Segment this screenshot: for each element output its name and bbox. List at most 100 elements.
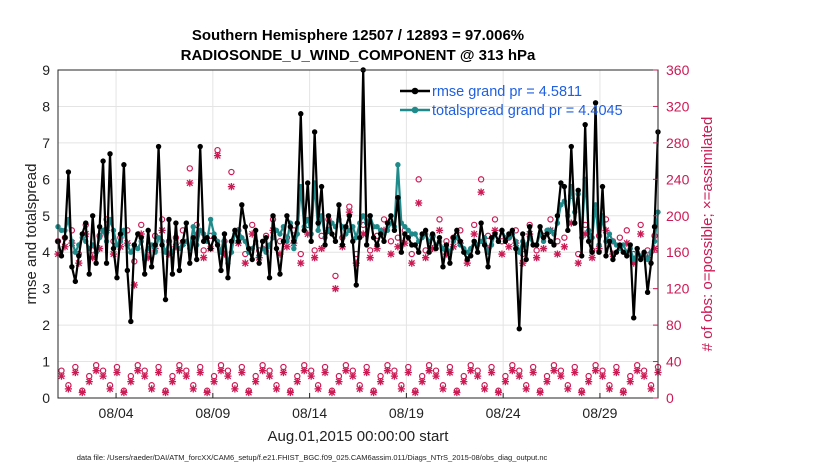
rmse-point [481,242,488,248]
obs-assimilated-point [637,230,645,238]
chart-subtitle: RADIOSONDE_U_WIND_COMPONENT @ 313 hPa [181,47,536,64]
obs-assimilated-point [376,378,385,386]
obs-possible-point [297,250,304,258]
obs-assimilated-point [120,388,128,397]
obs-assimilated-point [99,372,107,380]
rmse-point [207,245,214,252]
obs-assimilated-point [297,259,305,267]
obs-assimilated-point [127,378,135,386]
rmse-point [266,275,273,281]
rmse-point [402,231,408,237]
legend-spread-label: totalspread grand pr = 4.4045 [432,103,623,119]
rmse-point [395,194,401,201]
rmse-point [252,227,259,234]
rmse-point [162,296,169,303]
rmse-point [582,121,588,128]
y-right-tick-label: 80 [666,317,682,333]
plot-frame [57,69,659,399]
rmse-point [197,143,203,150]
rmse-point [142,271,148,277]
obs-assimilated-point [96,244,104,253]
obs-assimilated-point [435,226,444,234]
rmse-point [620,249,627,255]
obs-assimilated-point [175,367,183,375]
obs-assimilated-point [539,244,548,253]
obs-assimilated-point [359,230,367,238]
rmse-point [194,256,200,263]
rmse-point [377,231,384,237]
rmse-point [457,238,464,244]
rmse-point [488,234,495,241]
rmse-point [454,227,460,234]
obs-assimilated-point [92,367,100,375]
rmse-point [651,224,658,230]
rmse-point [225,275,231,281]
obs-possible-point [623,227,630,234]
rmse-point [561,183,568,190]
rmse-point [239,202,245,208]
obs-assimilated-point [529,368,537,377]
rmse-point [374,242,380,248]
x-tick-label: 08/09 [195,405,230,421]
rmse-point [422,227,429,234]
obs-assimilated-point [182,372,190,380]
spread-point [405,227,411,234]
obs-assimilated-point [89,254,97,262]
rmse-point [357,234,363,241]
obs-assimilated-point [238,368,246,377]
obs-assimilated-point [442,250,451,258]
obs-assimilated-point [265,372,274,380]
obs-assimilated-point [113,368,121,377]
rmse-point [624,253,630,259]
obs-possible-point [561,234,568,241]
rmse-point [492,231,498,237]
rmse-point [495,238,502,244]
rmse-point [256,260,262,266]
spread-point [155,234,162,241]
series-lines [55,67,661,332]
rmse-point [533,242,540,248]
rmse-point [291,238,297,244]
rmse-point [513,245,519,252]
rmse-point [585,238,592,244]
obs-assimilated-point [366,254,374,262]
obs-possible-point [387,238,395,245]
rmse-point [100,158,106,164]
rmse-point [644,289,651,296]
footnote: data file: /Users/raeder/DAI/ATM_forcXX/… [77,453,548,462]
spread-point [190,224,196,230]
obs-assimilated-point [314,385,322,393]
rmse-point [301,227,307,234]
rmse-point [637,256,644,263]
rmse-point [447,260,453,266]
rmse-point [145,227,151,234]
y-right-tick-label: 360 [666,62,690,78]
spread-point [547,227,554,234]
x-axis-ticks: 08/04 08/09 08/14 08/19 08/24 08/29 [99,393,618,421]
obs-assimilated-point [130,281,138,289]
obs-assimilated-point [383,367,392,375]
rmse-point [270,213,276,219]
rmse-point [318,183,325,190]
obs-assimilated-point [404,368,412,377]
rmse-point [166,216,172,223]
obs-assimilated-point [467,367,475,375]
y-tick-label: 3 [42,281,50,297]
rmse-point [93,260,99,266]
spread-point [412,231,418,237]
rmse-point [72,278,79,285]
obs-assimilated-point [78,388,86,397]
obs-assimilated-point [453,388,461,397]
spread-point [606,231,613,237]
rmse-point [336,202,342,208]
chart-title: Southern Hemisphere 12507 / 12893 = 97.0… [192,27,524,44]
rmse-point [249,256,255,263]
rmse-point [69,264,75,270]
obs-assimilated-point [64,385,73,393]
obs-possible-point [138,221,145,229]
obs-assimilated-point [432,372,440,380]
rmse-point [218,267,224,274]
obs-assimilated-point [449,243,457,251]
obs-assimilated-point [640,372,648,380]
